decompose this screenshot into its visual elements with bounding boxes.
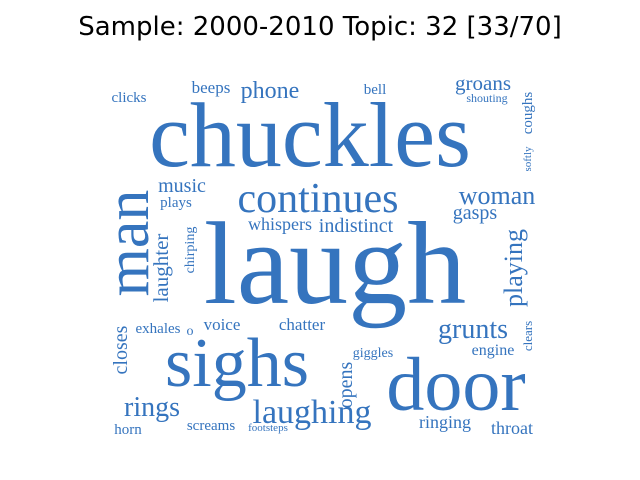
word-horn: horn: [114, 422, 142, 438]
word-man: man: [94, 190, 162, 297]
word-beeps: beeps: [192, 78, 231, 97]
word-clicks: clicks: [112, 90, 147, 106]
word-footsteps: footsteps: [248, 422, 288, 434]
word-chirping: chirping: [183, 227, 198, 274]
word-o: o: [187, 324, 194, 339]
word-gasps: gasps: [453, 202, 498, 224]
word-screams: screams: [187, 418, 235, 434]
word-continues: continues: [238, 176, 399, 222]
word-coughs: coughs: [520, 92, 536, 135]
word-opens: opens: [335, 361, 357, 408]
word-voice: voice: [204, 315, 241, 334]
word-playing: playing: [499, 229, 528, 307]
word-laugh: laugh: [204, 198, 466, 329]
word-woman: woman: [459, 181, 536, 210]
word-bell: bell: [364, 82, 387, 98]
word-exhales: exhales: [136, 321, 181, 337]
figure-title: Sample: 2000-2010 Topic: 32 [33/70]: [78, 12, 562, 42]
word-closes: closes: [110, 325, 132, 374]
word-chuckles: chuckles: [149, 84, 471, 186]
word-ringing: ringing: [419, 412, 471, 432]
word-laughter: laughter: [149, 234, 173, 303]
word-groans: groans: [455, 71, 511, 95]
word-music: music: [158, 175, 206, 197]
word-engine: engine: [472, 342, 515, 359]
word-sighs: sighs: [165, 325, 309, 402]
word-chatter: chatter: [279, 315, 326, 334]
word-laughing: laughing: [253, 394, 372, 431]
word-indistinct: indistinct: [319, 215, 394, 237]
word-plays: plays: [160, 195, 192, 211]
word-door: door: [386, 343, 525, 427]
word-throat: throat: [491, 418, 533, 438]
word-grunts: grunts: [438, 314, 508, 345]
word-whispers: whispers: [248, 214, 312, 234]
word-clears: clears: [520, 321, 535, 351]
word-shouting: shouting: [466, 91, 507, 105]
word-phone: phone: [241, 78, 300, 104]
word-giggles: giggles: [353, 346, 393, 361]
word-rings: rings: [124, 392, 180, 423]
word-softly: softly: [522, 146, 534, 172]
